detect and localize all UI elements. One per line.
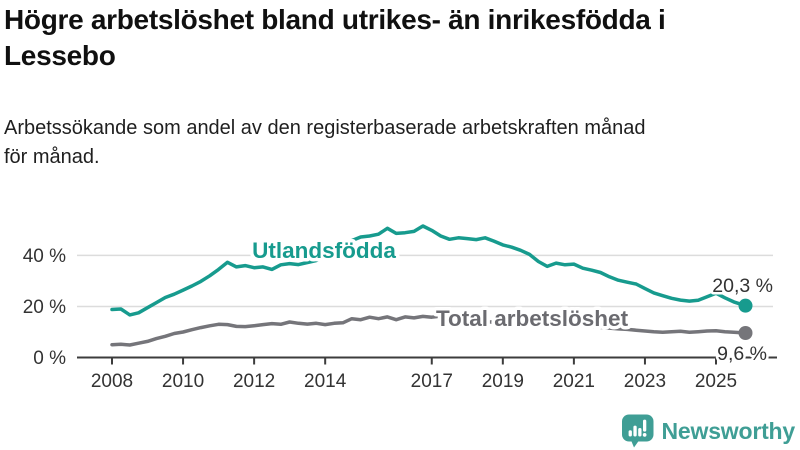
series-label-foreign-born: Utlandsfödda (252, 238, 396, 263)
x-axis-tick-label: 2021 (553, 371, 595, 392)
y-axis-tick-label: 20 % (23, 297, 66, 318)
x-axis-tick-label: 2019 (482, 371, 524, 392)
newsworthy-wordmark: Newsworthy (661, 417, 796, 444)
series-end-dot (738, 298, 753, 313)
series-line-foreign-born (110, 224, 748, 317)
y-axis-tick-label: 40 % (23, 246, 66, 267)
series-label-total: Total arbetslöshet (436, 306, 629, 331)
x-axis-tick-label: 2023 (624, 371, 666, 392)
x-axis-tick-label: 2014 (304, 371, 347, 392)
end-value-label-total: 9,6 % (717, 343, 767, 365)
newsworthy-bubble-chart-icon (621, 414, 654, 448)
x-axis-tick-label: 2010 (162, 371, 204, 392)
x-axis-tick-label: 2017 (411, 371, 453, 392)
y-axis-tick-label: 0 % (33, 348, 66, 369)
newsworthy-logo[interactable]: Newsworthy (621, 413, 795, 449)
page-subtitle: Arbetssökande som andel av den registerb… (4, 117, 646, 168)
x-axis-tick-label: 2012 (233, 371, 275, 392)
page-title: Högre arbetslöshet bland utrikes- än inr… (4, 4, 666, 71)
x-axis-tick-label: 2025 (695, 371, 737, 392)
series-line-total (110, 314, 748, 347)
x-axis-tick-label: 2008 (91, 371, 133, 392)
series-end-dot (738, 325, 753, 340)
end-value-label-foreign-born: 20,3 % (712, 275, 773, 297)
